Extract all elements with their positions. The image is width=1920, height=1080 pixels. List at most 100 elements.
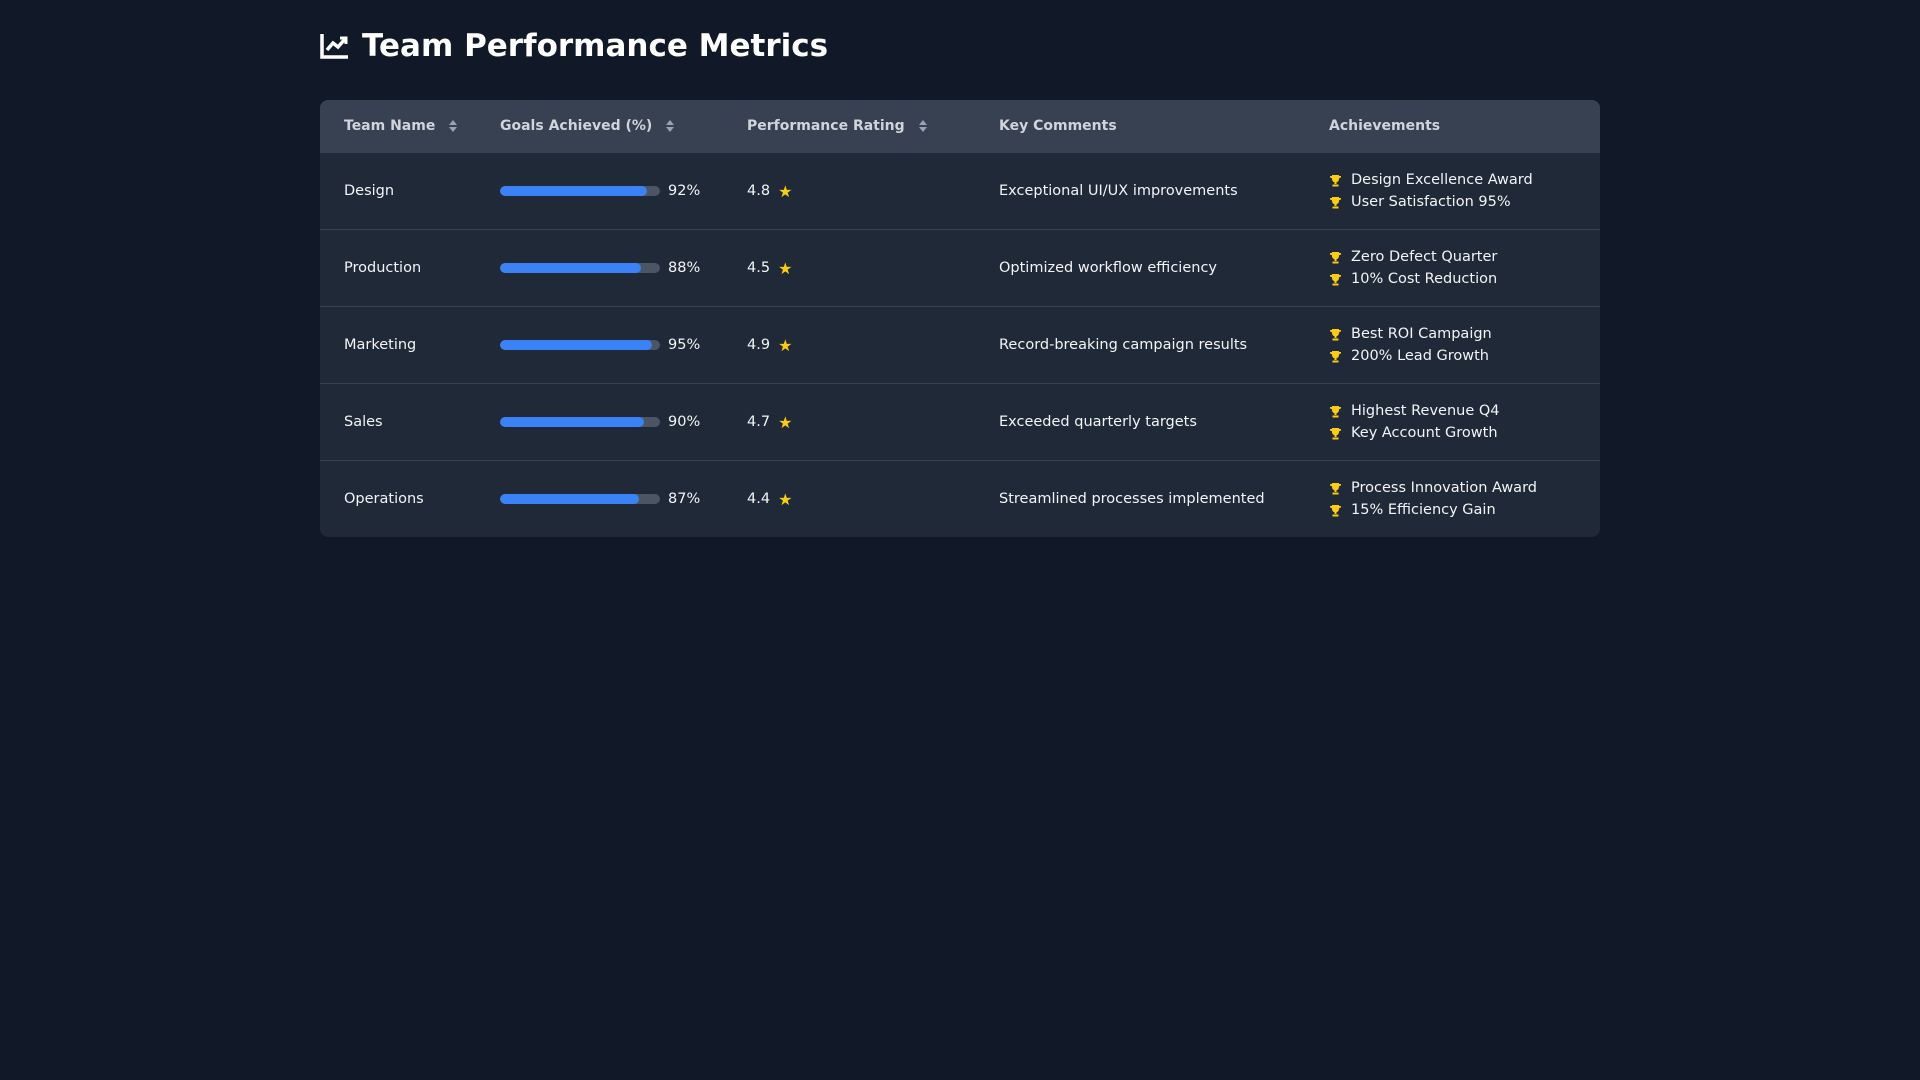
trophy-icon xyxy=(1329,350,1343,363)
header-achievements: Achievements xyxy=(1329,118,1441,134)
achievement-item: 10% Cost Reduction xyxy=(1329,271,1600,287)
achievement-item: Design Excellence Award xyxy=(1329,172,1600,188)
trophy-icon xyxy=(1329,482,1343,495)
sort-icon[interactable] xyxy=(449,120,458,132)
achievement-item: User Satisfaction 95% xyxy=(1329,194,1600,210)
goal-progress: 88% xyxy=(500,260,700,276)
rating-value: 4.9 xyxy=(747,337,771,353)
team-name: Design xyxy=(344,183,395,199)
star-icon: ★ xyxy=(778,412,793,432)
achievement-item: Best ROI Campaign xyxy=(1329,326,1600,342)
table-row: Operations 87% 4.4 ★ Streamlined process… xyxy=(320,460,1600,537)
achievement-text: Highest Revenue Q4 xyxy=(1351,403,1500,419)
table-header: Team Name Goals Achieved (%) Performance… xyxy=(320,100,1600,152)
achievement-text: Key Account Growth xyxy=(1351,425,1498,441)
trophy-icon xyxy=(1329,427,1343,440)
achievements-list: Zero Defect Quarter 10% Cost Reduction xyxy=(1329,249,1600,287)
performance-table: Team Name Goals Achieved (%) Performance… xyxy=(320,100,1600,537)
goal-percent: 95% xyxy=(668,337,701,353)
achievements-list: Design Excellence Award User Satisfaction… xyxy=(1329,172,1600,210)
achievement-text: Best ROI Campaign xyxy=(1351,326,1492,342)
star-icon: ★ xyxy=(778,489,793,509)
key-comment: Exceeded quarterly targets xyxy=(999,414,1197,430)
rating: 4.7 ★ xyxy=(747,413,792,432)
header-comments: Key Comments xyxy=(999,118,1117,134)
rating: 4.4 ★ xyxy=(747,490,792,509)
header-rating[interactable]: Performance Rating xyxy=(747,118,999,134)
achievement-item: Key Account Growth xyxy=(1329,425,1600,441)
team-name: Production xyxy=(344,260,422,276)
page-title: Team Performance Metrics xyxy=(320,28,828,64)
goal-percent: 87% xyxy=(668,491,701,507)
achievement-text: Zero Defect Quarter xyxy=(1351,249,1498,265)
rating: 4.8 ★ xyxy=(747,182,792,201)
star-icon: ★ xyxy=(778,335,793,355)
star-icon: ★ xyxy=(778,258,793,278)
trophy-icon xyxy=(1329,405,1343,418)
goal-progress: 92% xyxy=(500,183,700,199)
team-name: Sales xyxy=(344,414,383,430)
table-row: Marketing 95% 4.9 ★ Record-breaking camp… xyxy=(320,306,1600,383)
achievement-item: 200% Lead Growth xyxy=(1329,348,1600,364)
achievement-text: 15% Efficiency Gain xyxy=(1351,502,1496,518)
goal-progress: 90% xyxy=(500,414,700,430)
achievement-item: Process Innovation Award xyxy=(1329,480,1600,496)
progress-fill xyxy=(500,340,652,350)
trophy-icon xyxy=(1329,328,1343,341)
achievements-list: Best ROI Campaign 200% Lead Growth xyxy=(1329,326,1600,364)
table-row: Design 92% 4.8 ★ Exceptional UI/UX impro… xyxy=(320,152,1600,229)
table-row: Sales 90% 4.7 ★ Exceeded quarterly targe… xyxy=(320,383,1600,460)
goal-progress: 95% xyxy=(500,337,700,353)
key-comment: Streamlined processes implemented xyxy=(999,491,1265,507)
progress-fill xyxy=(500,494,640,504)
achievement-item: 15% Efficiency Gain xyxy=(1329,502,1600,518)
goal-percent: 90% xyxy=(668,414,701,430)
table-row: Production 88% 4.5 ★ Optimized workflow … xyxy=(320,229,1600,306)
star-icon: ★ xyxy=(778,181,793,201)
sort-icon[interactable] xyxy=(918,120,927,132)
trophy-icon xyxy=(1329,273,1343,286)
trophy-icon xyxy=(1329,196,1343,209)
achievement-text: 10% Cost Reduction xyxy=(1351,271,1498,287)
page-title-text: Team Performance Metrics xyxy=(362,28,829,64)
rating: 4.9 ★ xyxy=(747,336,792,355)
chart-line-icon xyxy=(320,34,348,59)
header-team-name[interactable]: Team Name xyxy=(320,118,500,134)
team-name: Marketing xyxy=(344,337,417,353)
progress-bar xyxy=(500,494,660,504)
rating: 4.5 ★ xyxy=(747,259,792,278)
rating-value: 4.8 xyxy=(747,183,771,199)
header-label: Goals Achieved (%) xyxy=(500,118,653,134)
achievement-item: Highest Revenue Q4 xyxy=(1329,403,1600,419)
rating-value: 4.7 xyxy=(747,414,771,430)
progress-bar xyxy=(500,417,660,427)
goal-percent: 92% xyxy=(668,183,701,199)
achievements-list: Process Innovation Award 15% Efficiency G… xyxy=(1329,480,1600,518)
team-name: Operations xyxy=(344,491,424,507)
achievements-list: Highest Revenue Q4 Key Account Growth xyxy=(1329,403,1600,441)
key-comment: Optimized workflow efficiency xyxy=(999,260,1217,276)
header-label: Performance Rating xyxy=(747,118,905,134)
key-comment: Record-breaking campaign results xyxy=(999,337,1248,353)
header-goals[interactable]: Goals Achieved (%) xyxy=(500,118,747,134)
achievement-text: 200% Lead Growth xyxy=(1351,348,1489,364)
trophy-icon xyxy=(1329,174,1343,187)
progress-bar xyxy=(500,186,660,196)
rating-value: 4.4 xyxy=(747,491,771,507)
progress-fill xyxy=(500,263,641,273)
sort-icon[interactable] xyxy=(666,120,675,132)
achievement-text: Design Excellence Award xyxy=(1351,172,1533,188)
rating-value: 4.5 xyxy=(747,260,771,276)
key-comment: Exceptional UI/UX improvements xyxy=(999,183,1238,199)
trophy-icon xyxy=(1329,504,1343,517)
progress-bar xyxy=(500,340,660,350)
achievement-item: Zero Defect Quarter xyxy=(1329,249,1600,265)
header-label: Team Name xyxy=(344,118,436,134)
achievement-text: User Satisfaction 95% xyxy=(1351,194,1511,210)
progress-bar xyxy=(500,263,660,273)
progress-fill xyxy=(500,417,644,427)
progress-fill xyxy=(500,186,648,196)
achievement-text: Process Innovation Award xyxy=(1351,480,1537,496)
goal-percent: 88% xyxy=(668,260,701,276)
goal-progress: 87% xyxy=(500,491,700,507)
